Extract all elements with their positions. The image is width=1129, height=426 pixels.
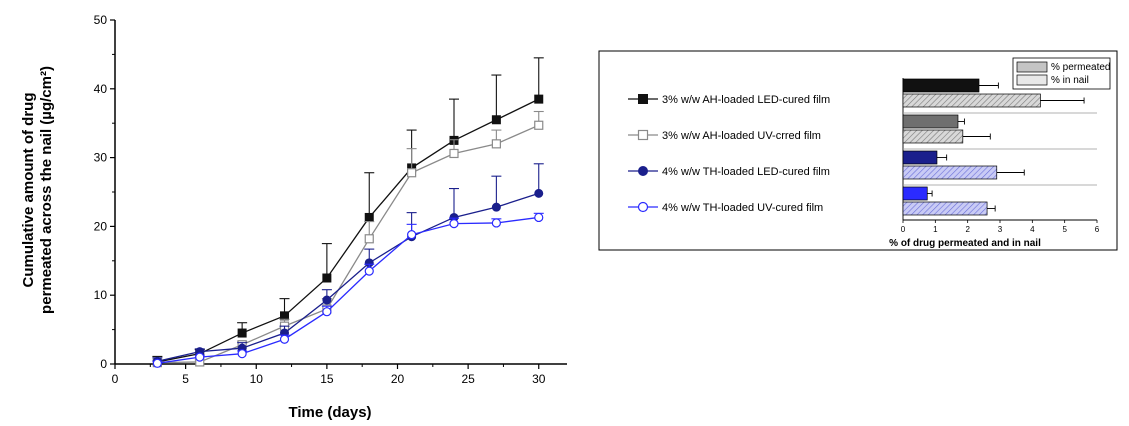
data-point	[407, 230, 417, 240]
legend-label-in-nail: % in nail	[1051, 75, 1089, 86]
legend-label: 3% w/w AH-loaded UV-crred film	[662, 130, 821, 142]
y-tick-label: 50	[94, 13, 108, 27]
legend: 3% w/w AH-loaded LED-cured film 3% w/w AH…	[628, 94, 830, 214]
data-point	[279, 334, 290, 344]
x-tick-label: 30	[532, 372, 546, 386]
data-point	[449, 148, 459, 159]
x-tick-label: 20	[391, 372, 405, 386]
y-tick-label: 20	[94, 219, 108, 233]
data-point	[364, 266, 374, 276]
x-axis-label: Time (days)	[288, 404, 371, 421]
data-point	[534, 94, 544, 104]
y-ticks: 0 10 20 30 40 50	[94, 13, 115, 371]
y-tick-label: 40	[94, 82, 108, 96]
legend-label: 4% w/w TH-loaded UV-cured film	[662, 202, 823, 214]
legend-label: 4% w/w TH-loaded LED-cured film	[662, 166, 830, 178]
legend-label-permeated: % permeated	[1051, 62, 1110, 73]
series-line	[157, 192, 539, 362]
line-chart: 0 5 10 15 20 25 30 0 10 20 30 40 50 Time (days) Cum…	[20, 13, 567, 421]
bar-permeated	[902, 78, 980, 93]
data-point	[237, 328, 247, 338]
series-group	[152, 57, 544, 368]
series-3	[152, 163, 544, 366]
data-point	[364, 212, 374, 222]
data-point	[237, 349, 247, 359]
data-point	[322, 295, 332, 305]
data-point	[280, 311, 289, 321]
data-point	[491, 202, 501, 212]
data-point	[407, 168, 417, 178]
bar-x-tick-label: 5	[1062, 225, 1067, 234]
y-tick-label: 30	[94, 151, 108, 165]
bar-group	[902, 78, 1085, 108]
bar-x-tick-label: 0	[901, 225, 906, 234]
bar-in-nail	[902, 165, 998, 180]
series-line	[157, 98, 540, 363]
x-tick-label: 15	[320, 372, 334, 386]
legend-bar-panel: 3% w/w AH-loaded LED-cured film 3% w/w AH…	[598, 50, 1118, 251]
legend-label: 3% w/w AH-loaded LED-cured film	[662, 94, 830, 106]
legend-swatch-in-nail	[1016, 74, 1048, 86]
legend-item: 4% w/w TH-loaded UV-cured film	[628, 201, 823, 214]
bar-permeated	[902, 150, 938, 165]
data-point	[491, 139, 501, 149]
series-line	[157, 216, 539, 364]
legend-marker	[638, 166, 648, 176]
data-point	[364, 234, 374, 244]
legend-swatch-permeated	[1016, 61, 1048, 73]
bar-x-tick-label: 1	[933, 225, 938, 234]
data-point	[152, 358, 162, 368]
bar-x-axis-label: % of drug permeated and in nail	[889, 238, 1041, 249]
bar-x-tick-label: 3	[998, 225, 1003, 234]
data-point	[491, 115, 501, 125]
bar-in-nail	[902, 93, 1041, 108]
series-2	[152, 110, 544, 368]
legend-item: 3% w/w AH-loaded UV-crred film	[628, 129, 821, 142]
bar-in-nail	[902, 129, 964, 144]
y-tick-label: 10	[94, 288, 108, 302]
data-point	[449, 219, 459, 229]
data-point	[534, 120, 544, 130]
legend-marker	[637, 201, 649, 213]
y-axis-label-line2: permeated across the nail (µg/cm²)	[38, 66, 55, 314]
bar-permeated	[902, 186, 928, 201]
data-point	[491, 218, 501, 228]
data-point	[195, 352, 205, 362]
legend-item: 3% w/w AH-loaded LED-cured film	[628, 94, 830, 106]
x-tick-label: 10	[250, 372, 264, 386]
x-tick-label: 5	[182, 372, 189, 386]
bar-permeated	[902, 114, 959, 129]
series-line	[157, 124, 540, 364]
data-point	[534, 188, 544, 198]
y-tick-label: 0	[100, 357, 107, 371]
bar-group	[902, 114, 991, 144]
x-tick-label: 25	[461, 372, 475, 386]
bar-in-nail	[902, 201, 988, 216]
bar-chart: 0 1 2 3 4 5 6	[901, 78, 1100, 234]
data-point	[322, 307, 332, 317]
series-4	[152, 212, 544, 368]
bar-group	[902, 150, 1025, 180]
bar-group	[902, 186, 996, 216]
bar-x-tick-label: 2	[965, 225, 970, 234]
legend-marker	[637, 129, 649, 141]
data-point	[322, 273, 332, 283]
bar-legend: % permeated % in nail	[1012, 57, 1110, 90]
bar-x-tick-label: 6	[1095, 225, 1100, 234]
series-1	[152, 57, 544, 367]
legend-marker	[638, 94, 648, 104]
x-ticks: 0 5 10 15 20 25 30	[112, 364, 546, 386]
bar-x-tick-label: 4	[1030, 225, 1035, 234]
y-axis-label-line1: Cumulative amount of drug	[20, 93, 37, 288]
x-tick-label: 0	[112, 372, 119, 386]
data-point	[534, 212, 544, 223]
legend-item: 4% w/w TH-loaded LED-cured film	[628, 166, 830, 178]
